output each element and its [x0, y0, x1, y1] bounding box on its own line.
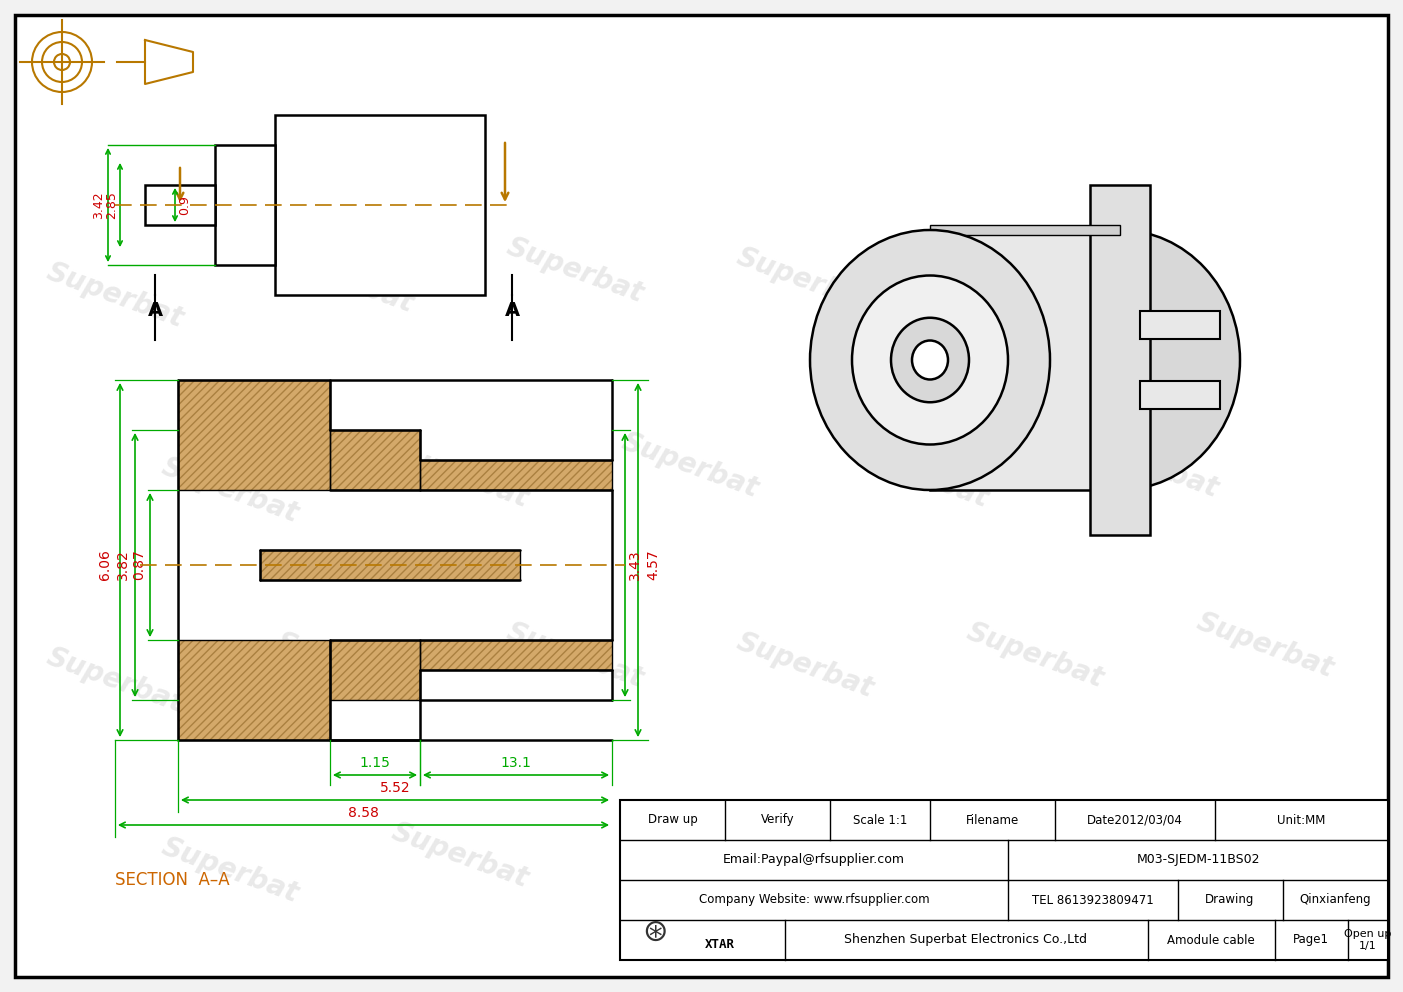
Text: TEL 8613923809471: TEL 8613923809471: [1033, 894, 1153, 907]
Bar: [1141, 311, 1221, 339]
Text: 4.57: 4.57: [645, 550, 659, 580]
Text: A: A: [505, 301, 519, 319]
Bar: [178, 640, 330, 740]
Bar: [260, 550, 521, 580]
Bar: [930, 230, 1120, 490]
Bar: [178, 640, 330, 740]
Text: Superbat: Superbat: [962, 617, 1107, 692]
Bar: [419, 460, 612, 490]
Text: Draw up: Draw up: [648, 813, 697, 826]
Text: 6.06: 6.06: [98, 550, 112, 580]
Text: 0.87: 0.87: [132, 550, 146, 580]
Text: Superbat: Superbat: [1193, 607, 1337, 682]
Text: Superbat: Superbat: [1078, 428, 1222, 503]
Bar: [1141, 381, 1221, 409]
Text: Superbat: Superbat: [387, 437, 533, 513]
Text: Drawing: Drawing: [1205, 894, 1254, 907]
Text: ⊛: ⊛: [643, 918, 668, 946]
Ellipse shape: [912, 340, 948, 380]
Text: 5.52: 5.52: [380, 781, 410, 795]
Text: 2.85: 2.85: [105, 191, 118, 219]
Bar: [330, 430, 419, 490]
Text: Filename: Filename: [965, 813, 1019, 826]
Text: Superbat: Superbat: [847, 817, 992, 893]
Bar: [275, 115, 485, 295]
Text: SECTION  A–A: SECTION A–A: [115, 871, 230, 889]
Ellipse shape: [852, 276, 1007, 444]
Text: Shenzhen Superbat Electronics Co.,Ltd: Shenzhen Superbat Electronics Co.,Ltd: [845, 933, 1087, 946]
Text: Unit:MM: Unit:MM: [1277, 813, 1326, 826]
Text: 8.58: 8.58: [348, 806, 379, 820]
Text: Open up
1/1: Open up 1/1: [1344, 930, 1392, 950]
Bar: [930, 225, 1120, 235]
Ellipse shape: [1000, 230, 1240, 490]
Bar: [620, 800, 1388, 960]
Text: Superbat: Superbat: [732, 627, 877, 702]
Text: A: A: [147, 301, 163, 319]
Text: M03-SJEDM-11BS02: M03-SJEDM-11BS02: [1136, 853, 1260, 866]
Text: Superbat: Superbat: [962, 232, 1107, 308]
Text: Amodule cable: Amodule cable: [1167, 933, 1254, 946]
Text: Qinxianfeng: Qinxianfeng: [1299, 894, 1371, 907]
Text: Superbat: Superbat: [272, 627, 418, 702]
Bar: [419, 640, 612, 670]
Text: Superbat: Superbat: [847, 437, 992, 513]
Text: 3.82: 3.82: [116, 550, 130, 580]
Text: Date2012/03/04: Date2012/03/04: [1087, 813, 1183, 826]
Bar: [215, 145, 275, 265]
Text: 3.42: 3.42: [93, 191, 105, 219]
Text: XTAR: XTAR: [704, 938, 735, 951]
Text: 13.1: 13.1: [501, 756, 532, 770]
Text: Email:Paypal@rfsupplier.com: Email:Paypal@rfsupplier.com: [723, 853, 905, 866]
Text: Superbat: Superbat: [157, 452, 303, 528]
Bar: [419, 640, 612, 670]
Text: Superbat: Superbat: [387, 817, 533, 893]
Text: Superbat: Superbat: [732, 242, 877, 317]
Text: Verify: Verify: [760, 813, 794, 826]
Text: Superbat: Superbat: [617, 807, 762, 883]
Ellipse shape: [891, 317, 969, 402]
Text: Superbat: Superbat: [617, 428, 762, 503]
Bar: [260, 550, 521, 580]
Ellipse shape: [810, 230, 1049, 490]
Bar: [419, 460, 612, 490]
Text: 3.43: 3.43: [629, 550, 643, 580]
Bar: [1090, 185, 1150, 535]
Text: 0.9: 0.9: [178, 195, 191, 215]
Text: Superbat: Superbat: [502, 617, 647, 692]
Text: Scale 1:1: Scale 1:1: [853, 813, 908, 826]
Bar: [330, 640, 419, 700]
Text: Superbat: Superbat: [42, 642, 188, 718]
Bar: [330, 430, 419, 490]
Bar: [178, 380, 330, 490]
Bar: [178, 380, 330, 490]
Text: Superbat: Superbat: [502, 232, 647, 308]
Text: Company Website: www.rfsupplier.com: Company Website: www.rfsupplier.com: [699, 894, 929, 907]
Text: Superbat: Superbat: [157, 832, 303, 908]
Bar: [330, 640, 419, 700]
Text: Superbat: Superbat: [42, 257, 188, 332]
Text: Superbat: Superbat: [272, 242, 418, 317]
Text: Page1: Page1: [1294, 933, 1329, 946]
Text: 1.15: 1.15: [359, 756, 390, 770]
Text: Superbat: Superbat: [1078, 807, 1222, 883]
Bar: [145, 185, 215, 225]
